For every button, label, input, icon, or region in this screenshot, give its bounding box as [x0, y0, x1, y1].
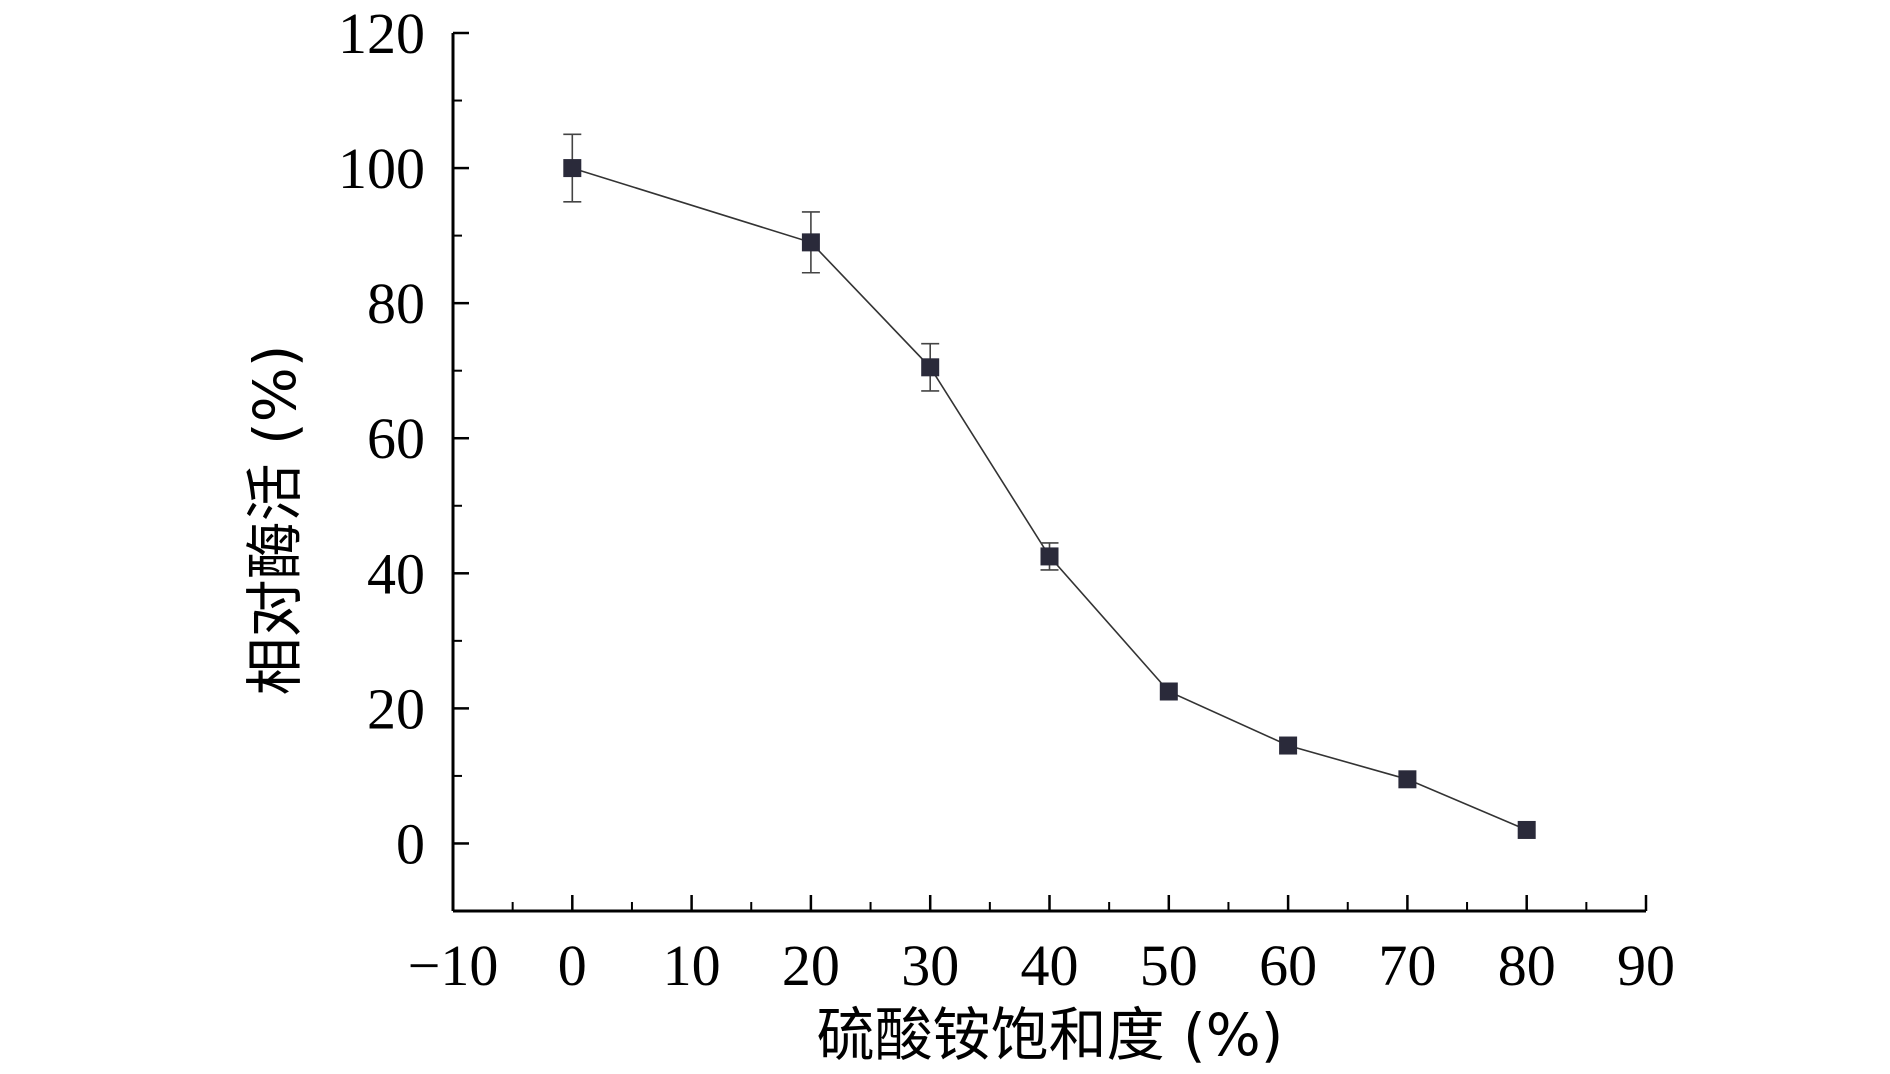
y-tick-label: 20 — [367, 676, 425, 741]
data-point-marker — [921, 358, 940, 377]
x-tick-label: 50 — [1140, 933, 1198, 998]
x-tick-label: 70 — [1378, 933, 1436, 998]
y-tick-label: 60 — [367, 406, 425, 471]
x-tick-label: 20 — [782, 933, 840, 998]
y-tick-label: 0 — [396, 811, 425, 876]
y-ticks: 0 20 40 60 80 100 120 — [338, 1, 469, 912]
y-axis-label: 相对酶活 (%) — [241, 345, 309, 696]
data-point-marker — [563, 159, 582, 178]
axes — [451, 33, 1646, 913]
y-tick-label: 100 — [338, 136, 425, 201]
data-point-marker — [801, 233, 820, 252]
data-point-marker — [1040, 547, 1059, 566]
y-tick-label: 80 — [367, 271, 425, 336]
x-tick-label: 40 — [1021, 933, 1079, 998]
data-point-marker — [1159, 682, 1178, 701]
x-tick-label: 0 — [558, 933, 587, 998]
data-point-marker — [1517, 820, 1536, 839]
series — [563, 133, 1536, 839]
x-tick-label: 80 — [1498, 933, 1556, 998]
x-tick-label: 90 — [1617, 933, 1675, 998]
x-axis-label: 硫酸铵饱和度 (%) — [817, 1001, 1284, 1069]
x-tick-label: 60 — [1259, 933, 1317, 998]
x-tick-label: −10 — [408, 933, 499, 998]
y-tick-label: 120 — [338, 1, 425, 66]
data-point-marker — [1398, 770, 1417, 789]
x-tick-label: 30 — [901, 933, 959, 998]
x-ticks: −10 0 10 20 30 40 50 60 70 80 90 — [408, 895, 1675, 998]
y-tick-label: 40 — [367, 541, 425, 606]
series-line — [572, 167, 1528, 831]
data-point-marker — [1279, 736, 1298, 755]
x-tick-label: 10 — [663, 933, 721, 998]
